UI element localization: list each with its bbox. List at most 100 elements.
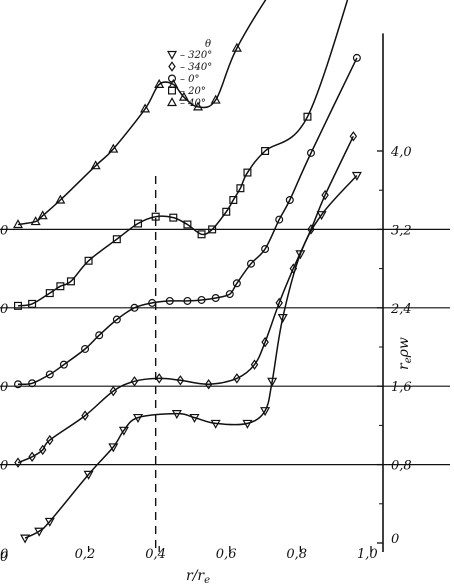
data-point — [189, 413, 200, 423]
data-point — [12, 219, 24, 229]
data-point — [45, 370, 54, 379]
data-point — [118, 426, 129, 436]
data-point — [134, 219, 143, 228]
data-point — [193, 101, 204, 111]
data-point — [261, 336, 269, 348]
legend-label: – 0° — [180, 74, 200, 85]
data-point — [242, 419, 253, 429]
data-point — [168, 74, 177, 83]
x-tick-label: 1,0 — [357, 547, 378, 562]
data-point — [210, 419, 221, 429]
data-point — [28, 451, 36, 462]
data-point — [236, 184, 245, 193]
series — [14, 0, 349, 310]
data-point — [28, 299, 37, 308]
data-point — [246, 259, 255, 268]
data-point — [260, 407, 271, 417]
data-point — [222, 207, 231, 216]
data-point — [303, 112, 312, 121]
data-point — [261, 147, 270, 156]
data-point — [178, 91, 189, 101]
data-point — [183, 220, 192, 229]
data-point — [229, 196, 238, 205]
data-point — [267, 377, 278, 387]
x-axis-title: r/re — [186, 568, 210, 584]
legend-label: – 20° — [180, 86, 206, 97]
series — [14, 131, 358, 468]
data-point — [225, 290, 234, 299]
data-point — [108, 443, 119, 453]
y-tick-label: 4,0 — [390, 145, 412, 160]
x-tick-label: 0,6 — [216, 547, 237, 562]
data-point — [20, 534, 31, 544]
data-point — [155, 373, 163, 384]
data-point — [233, 373, 241, 384]
data-point — [168, 61, 176, 72]
data-point — [168, 86, 177, 95]
data-point — [112, 235, 121, 244]
legend-label: – 320° — [180, 50, 212, 61]
data-point — [56, 282, 65, 291]
data-point — [250, 359, 259, 370]
x-tick-label: 0,8 — [286, 547, 307, 562]
x-tick-label: 0 — [0, 547, 8, 562]
data-point — [90, 160, 101, 170]
legend-label: – 340° — [180, 62, 212, 73]
data-point — [275, 297, 283, 309]
data-point — [316, 211, 327, 221]
series — [20, 171, 362, 544]
data-point — [148, 298, 157, 307]
data-point — [28, 379, 37, 388]
y-axis-title: reρw — [396, 337, 414, 370]
data-point — [81, 344, 90, 353]
data-point — [14, 457, 22, 468]
x-tick-label: 0,4 — [145, 547, 166, 562]
data-point — [197, 230, 206, 239]
data-point — [130, 376, 139, 387]
data-point — [95, 331, 104, 340]
data-point — [307, 224, 315, 235]
data-point — [83, 470, 94, 480]
data-point — [133, 413, 144, 423]
y-tick-label: 0 — [391, 532, 399, 547]
series — [12, 0, 267, 229]
data-point — [34, 527, 45, 537]
data-point — [166, 97, 178, 107]
data-point — [55, 194, 66, 204]
data-point — [275, 215, 284, 224]
data-point — [277, 314, 288, 324]
legend-title: θ — [205, 39, 211, 50]
data-point — [45, 289, 54, 298]
data-point — [171, 410, 182, 420]
legend-items: – 320°– 340°– 0°– 20°– 40° — [166, 50, 212, 109]
data-point — [204, 379, 213, 390]
left-offset-label: 0 — [0, 302, 8, 317]
data-point — [59, 360, 68, 369]
x-ticks: 0 0,2 0,4 0,6 0,8 1,0 — [0, 546, 378, 562]
series-layer — [12, 0, 362, 544]
data-point — [108, 143, 119, 153]
data-point — [176, 375, 185, 386]
data-point — [289, 263, 298, 274]
data-point — [261, 245, 270, 254]
series — [14, 53, 361, 389]
data-point — [165, 296, 174, 305]
series-line — [17, 135, 354, 464]
series-line — [24, 174, 358, 539]
data-point — [112, 315, 121, 324]
data-point — [243, 168, 252, 177]
data-point — [231, 42, 242, 52]
data-point — [211, 294, 220, 303]
series-line — [17, 0, 267, 226]
legend: θ – 320°– 340°– 0°– 20°– 40° — [166, 39, 212, 109]
data-point — [46, 434, 54, 446]
data-point — [208, 225, 217, 234]
left-offset-label: 0 — [0, 459, 8, 474]
data-point — [351, 171, 362, 181]
data-point — [210, 94, 221, 104]
data-point — [321, 189, 329, 201]
data-point — [295, 250, 306, 260]
left-offset-label: 0 — [0, 550, 8, 565]
data-point — [232, 279, 241, 288]
